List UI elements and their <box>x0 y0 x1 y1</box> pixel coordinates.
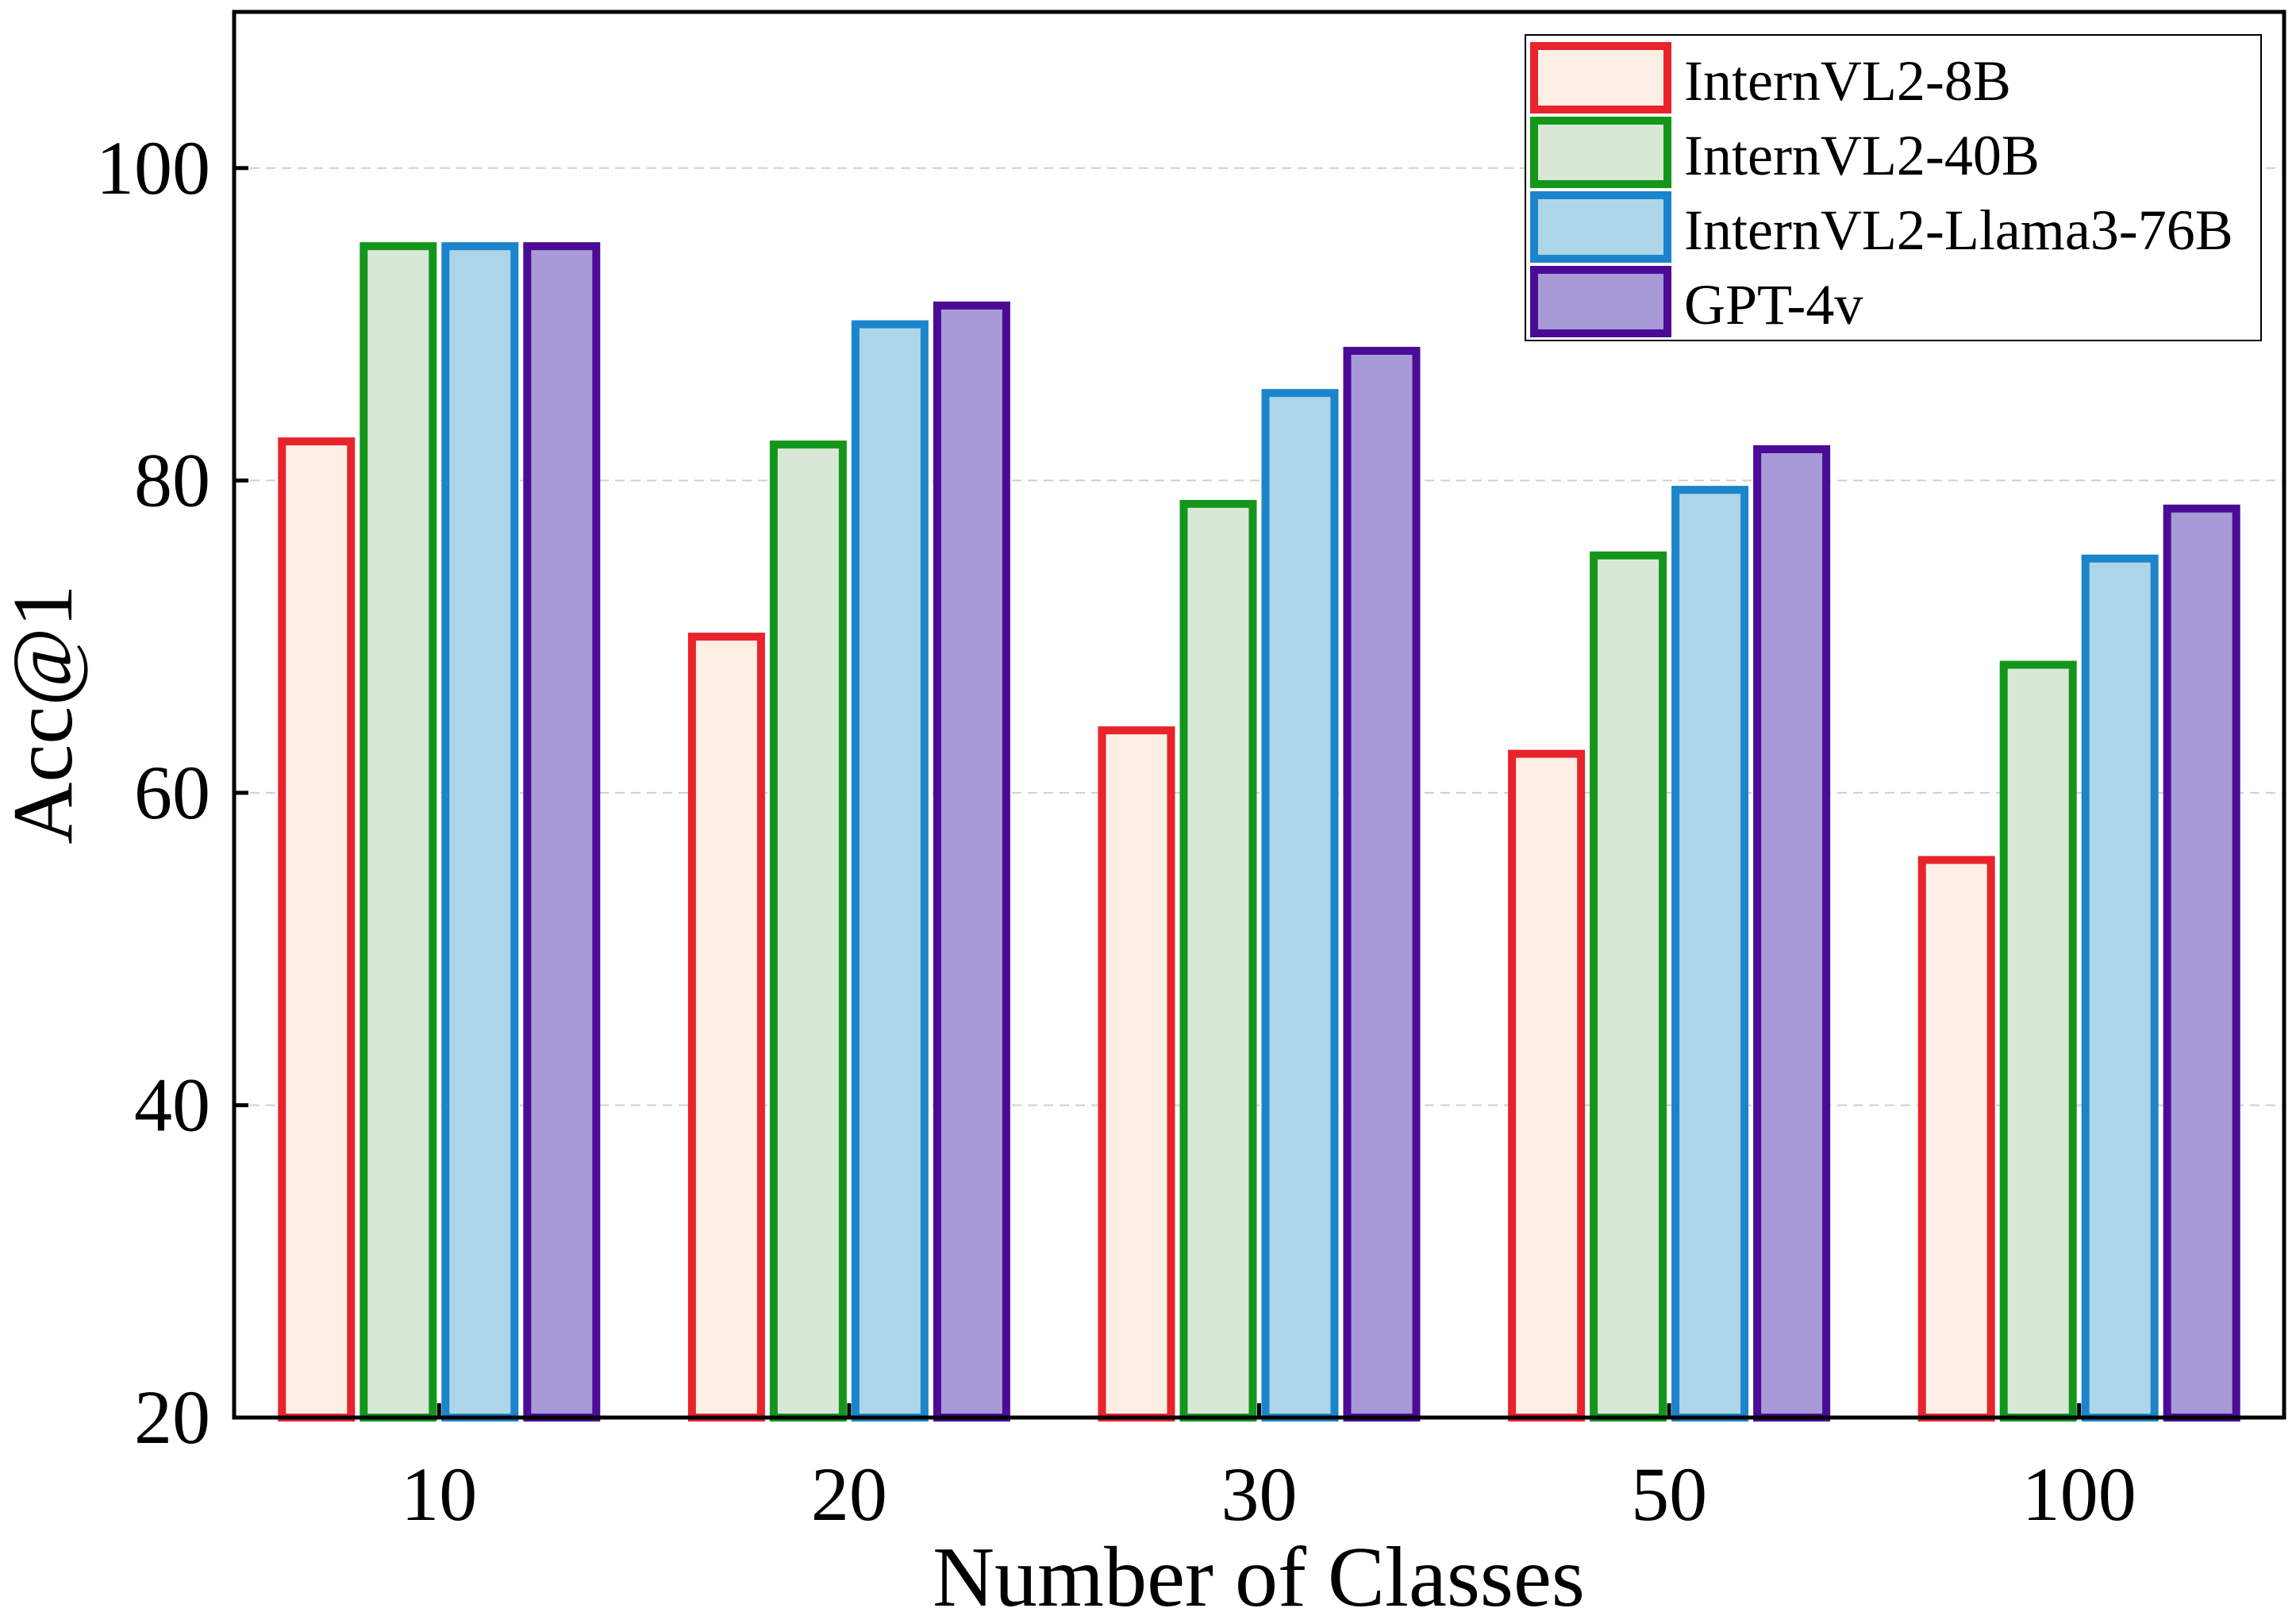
legend-label: InternVL2-Llama3-76B <box>1684 198 2233 262</box>
x-tick-label: 20 <box>811 1452 887 1537</box>
bar-gpt-4v-20 <box>933 301 1010 1422</box>
legend-label: InternVL2-40B <box>1684 124 2040 187</box>
bar-gpt-4v-30 <box>1343 347 1421 1422</box>
legend-swatch <box>1530 266 1671 337</box>
bar-internvl2-8b-20 <box>687 633 765 1422</box>
bar-internvl2-40b-100 <box>1999 660 2077 1422</box>
y-tick-label: 60 <box>134 750 210 835</box>
bar-internvl2-llama3-76b-30 <box>1261 389 1339 1422</box>
bar-internvl2-8b-50 <box>1508 749 1586 1422</box>
bar-internvl2-llama3-76b-100 <box>2081 554 2159 1422</box>
x-tick-label: 50 <box>1631 1452 1707 1537</box>
y-axis-label: Acc@1 <box>0 584 90 844</box>
y-tick-label: 80 <box>134 437 210 522</box>
legend-swatch <box>1530 117 1671 188</box>
bar-internvl2-40b-10 <box>360 242 437 1422</box>
x-tick-label: 30 <box>1221 1452 1298 1537</box>
x-axis-label: Number of Classes <box>933 1530 1585 1612</box>
legend-label: InternVL2-8B <box>1684 49 2011 113</box>
y-tick-label: 20 <box>134 1375 210 1460</box>
bar-internvl2-llama3-76b-20 <box>851 320 929 1422</box>
bar-gpt-4v-100 <box>2163 504 2240 1422</box>
bar-internvl2-40b-50 <box>1590 551 1667 1422</box>
bar-gpt-4v-50 <box>1753 444 1831 1422</box>
bar-internvl2-40b-20 <box>769 441 847 1422</box>
legend: InternVL2-8B InternVL2-40B InternVL2-Llama… <box>1525 34 2262 341</box>
legend-swatch <box>1530 191 1671 263</box>
y-tick-label: 40 <box>134 1062 210 1147</box>
bar-gpt-4v-10 <box>523 242 601 1422</box>
bar-internvl2-llama3-76b-50 <box>1671 486 1749 1422</box>
bar-internvl2-8b-10 <box>278 437 356 1422</box>
bar-internvl2-llama3-76b-10 <box>441 242 519 1422</box>
legend-label: GPT-4v <box>1684 273 1863 337</box>
y-tick-label: 100 <box>96 125 210 210</box>
bar-internvl2-8b-30 <box>1098 726 1175 1422</box>
x-tick-label: 100 <box>2022 1452 2136 1537</box>
bar-internvl2-40b-30 <box>1179 499 1257 1422</box>
legend-swatch <box>1530 42 1671 113</box>
bar-internvl2-8b-100 <box>1917 856 1995 1422</box>
x-tick-label: 10 <box>401 1452 477 1537</box>
axis-ticks: 20 40 60 80 100 10 20 30 50 100 <box>96 125 2136 1537</box>
